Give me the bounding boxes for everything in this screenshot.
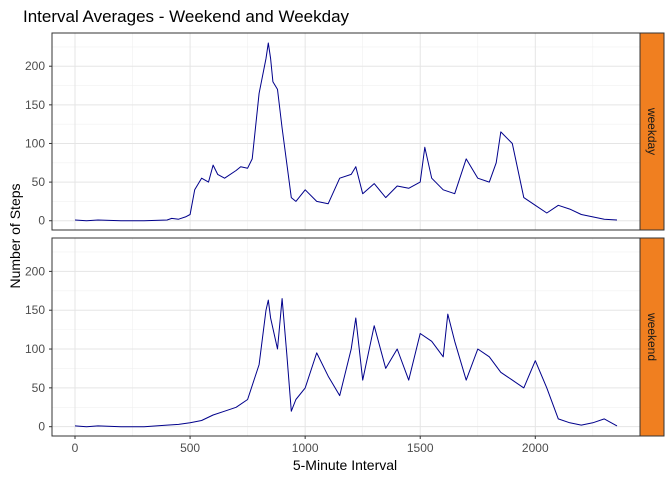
y-tick-label: 50 <box>32 381 46 395</box>
x-tick-label: 2000 <box>522 441 549 455</box>
panel-weekday: 0 50 100 150 200 weekday <box>25 32 665 231</box>
facet-label-weekend: weekend <box>645 312 659 361</box>
x-tick-label: 1000 <box>292 441 319 455</box>
x-tick-label: 500 <box>180 441 200 455</box>
series-line-weekend <box>74 298 618 428</box>
y-tick-label: 200 <box>25 264 45 278</box>
x-tick-label: 0 <box>72 441 79 455</box>
y-tick-label: 100 <box>25 136 45 150</box>
y-tick-label: 100 <box>25 342 45 356</box>
x-axis-title: 5-Minute Interval <box>293 457 397 473</box>
y-tick-label: 50 <box>32 175 46 189</box>
panel-background <box>52 238 640 436</box>
x-tick-label: 1500 <box>407 441 434 455</box>
x-axis-ticks: 0 500 1000 1500 2000 <box>72 436 549 455</box>
y-tick-label: 200 <box>25 59 45 73</box>
facet-label-weekday: weekday <box>645 107 659 155</box>
facet-strip <box>639 32 665 231</box>
y-tick-label: 0 <box>38 214 45 228</box>
panel-weekend: 0 50 100 150 200 weekend <box>25 237 665 437</box>
y-axis-title: Number of Steps <box>7 183 23 288</box>
panel-background <box>52 33 640 230</box>
facet-strip <box>639 237 665 437</box>
y-tick-label: 150 <box>25 98 45 112</box>
series-line-weekday <box>74 42 618 222</box>
chart-title: Interval Averages - Weekend and Weekday <box>23 7 350 26</box>
y-tick-label: 0 <box>38 420 45 434</box>
chart-panels: 0 50 100 150 200 weekday 0 50 100 150 200 weekend <box>25 32 665 437</box>
y-tick-label: 150 <box>25 303 45 317</box>
